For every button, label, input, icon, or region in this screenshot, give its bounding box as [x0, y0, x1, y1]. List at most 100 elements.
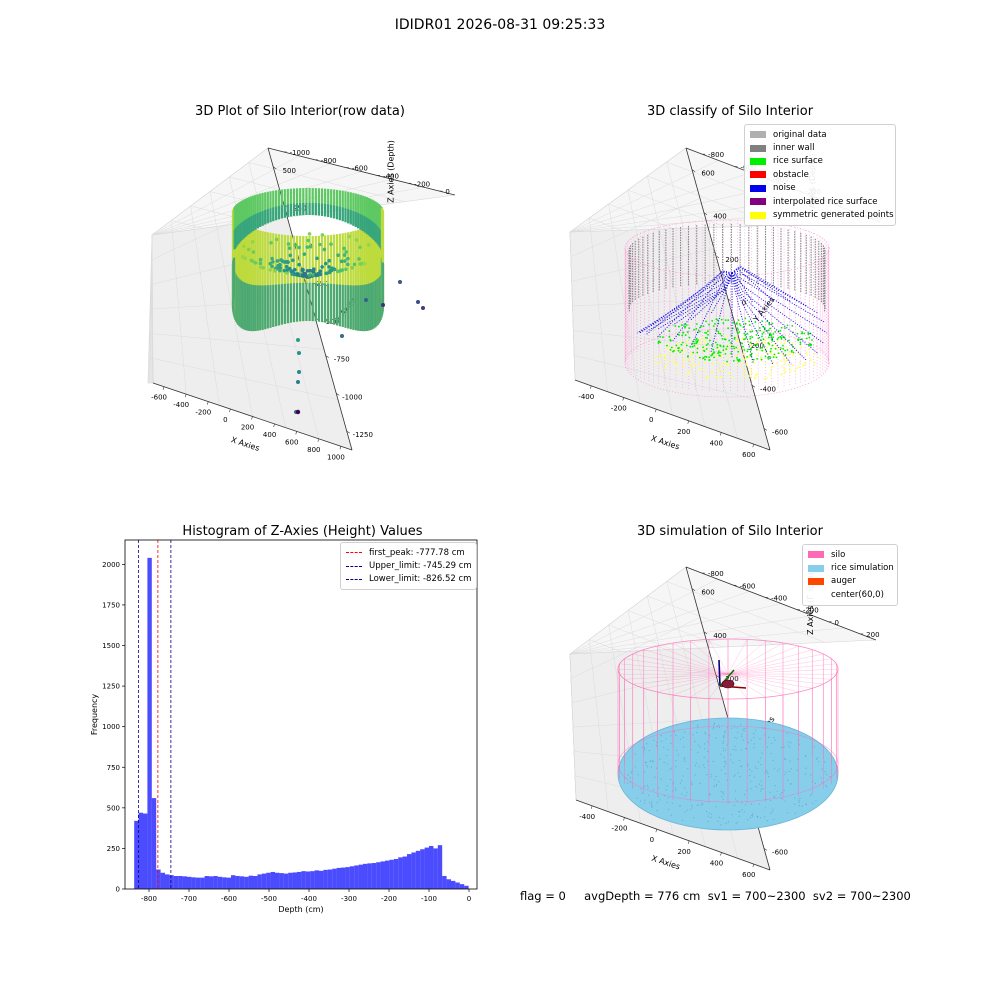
- panel4-rice-point: [759, 738, 761, 740]
- panel4-rice-point: [696, 762, 698, 764]
- panel2-symmetric-point: [680, 348, 683, 350]
- panel4-rice-point: [733, 726, 736, 728]
- panel4-silo-roof: [727, 639, 748, 675]
- panel2-rice-point: [722, 349, 725, 352]
- panel1-outlier-point: [297, 370, 301, 374]
- panel2-symmetric-point: [783, 358, 786, 361]
- panel4-rice-point: [646, 766, 649, 768]
- panel1-data-point: [358, 245, 362, 250]
- panel2-rice-point: [705, 344, 708, 346]
- panel4-rice-point: [702, 803, 704, 805]
- panel4-rice-point: [699, 782, 701, 784]
- histogram-bar: [433, 848, 438, 889]
- panel4-rice-point: [663, 746, 665, 748]
- panel2-symmetric-point: [758, 340, 761, 343]
- panel4-rice-point: [720, 791, 722, 793]
- panel4-rice-point: [773, 737, 775, 739]
- panel4-rice-point: [732, 749, 735, 751]
- panel2-symmetric-point: [785, 346, 788, 349]
- histogram-bar: [283, 873, 289, 889]
- panel2-symmetric-point: [707, 349, 710, 352]
- panel2-symmetric-point: [781, 351, 784, 354]
- panel2-y-tick-label: -400: [760, 385, 776, 393]
- panel2-rice-point: [715, 341, 717, 344]
- panel4-rice-point: [736, 731, 739, 733]
- panel1-data-point: [344, 250, 348, 254]
- panel2-symmetric-point: [655, 362, 657, 365]
- panel4-rice-point: [753, 743, 755, 745]
- panel4-silo-roof: [727, 673, 832, 680]
- panel1-data-point: [346, 256, 350, 261]
- panel1-data-point: [251, 250, 256, 254]
- panel4-rice-point: [722, 798, 724, 801]
- panel2-rice-point: [799, 341, 802, 344]
- panel4-rice-point: [829, 776, 831, 778]
- panel1-data-point: [250, 240, 255, 244]
- leg3-entry: Lower_limit: -826.52 cm: [346, 573, 471, 586]
- panel2-symmetric-point: [784, 362, 787, 365]
- panel2-symmetric-point: [810, 359, 812, 362]
- panel2-rice-point: [799, 343, 802, 345]
- panel4-rice-point: [704, 733, 707, 735]
- panel2-rice-point: [693, 328, 695, 331]
- panel2-symmetric-point: [694, 363, 697, 366]
- panel2-rice-point: [732, 359, 735, 362]
- panel2-symmetric-point: [701, 368, 704, 371]
- panel4-rice-point: [750, 739, 753, 741]
- panel4-rice-point: [681, 779, 683, 781]
- panel2-rice-point: [761, 335, 763, 338]
- panel1-data-point: [268, 268, 273, 272]
- panel2-rice-point: [752, 358, 755, 361]
- panel1-data-point: [342, 253, 347, 257]
- panel2-rice-point: [670, 346, 673, 349]
- panel1-data-point: [318, 242, 322, 247]
- panel2-noise-trace: [672, 270, 733, 342]
- panel2-rice-point: [677, 349, 680, 352]
- panel2-noise-trace: [731, 272, 792, 365]
- panel4-silo-roof: [727, 653, 824, 675]
- panel4-rice-point: [673, 731, 676, 733]
- histogram-x-tick-label: -300: [341, 895, 357, 903]
- panel4-rice-point: [705, 810, 708, 813]
- panel1-data-point: [295, 272, 300, 276]
- panel2-rice-point: [742, 345, 744, 348]
- panel1-data-point: [322, 247, 327, 252]
- panel2-rice-point: [769, 356, 772, 358]
- panel4-rice-point: [747, 819, 749, 821]
- panel4-rice-point: [799, 797, 801, 800]
- panel4-rice-point: [752, 815, 754, 817]
- panel2-rice-point: [672, 350, 674, 353]
- panel1-data-point: [290, 272, 295, 276]
- panel2-symmetric-point: [663, 367, 665, 370]
- panel2-noise-trace: [646, 272, 733, 335]
- panel2-legend: original data inner wall rice surface obsta…: [744, 124, 896, 226]
- panel2-rice-point: [771, 322, 774, 325]
- panel4-rice-point: [738, 815, 740, 817]
- panel2-rice-point: [741, 342, 743, 345]
- panel4-rice-point: [750, 780, 752, 782]
- panel2-rice-point: [781, 344, 784, 347]
- legend-swatch: [808, 591, 824, 599]
- panel4-rice-point: [717, 820, 719, 823]
- panel4-rice-point: [757, 761, 760, 763]
- leg4-entry: silo: [808, 548, 892, 561]
- legend-swatch: [808, 551, 824, 559]
- panel2-symmetric-point: [756, 372, 759, 375]
- panel4-rice-point: [649, 802, 651, 804]
- panel4-rice-point: [734, 736, 736, 739]
- panel2-rice-point: [737, 350, 740, 353]
- panel4-x-tick-label: -400: [579, 813, 595, 821]
- panel4-rice-point: [798, 799, 800, 801]
- panel2-symmetric-point: [766, 377, 768, 380]
- panel2-rice-point: [712, 325, 715, 328]
- panel2-rice-point: [736, 358, 739, 361]
- panel4-rice-point: [810, 774, 812, 776]
- panel4-rice-point: [666, 785, 668, 787]
- panel2-symmetric-point: [689, 363, 692, 366]
- histogram-bar: [464, 885, 469, 889]
- panel4-silo-roof: [708, 673, 729, 699]
- panel2-symmetric-point: [736, 340, 739, 343]
- panel4-rice-point: [733, 804, 736, 806]
- panel1-data-point: [338, 268, 343, 273]
- panel4-rice-point: [804, 773, 807, 775]
